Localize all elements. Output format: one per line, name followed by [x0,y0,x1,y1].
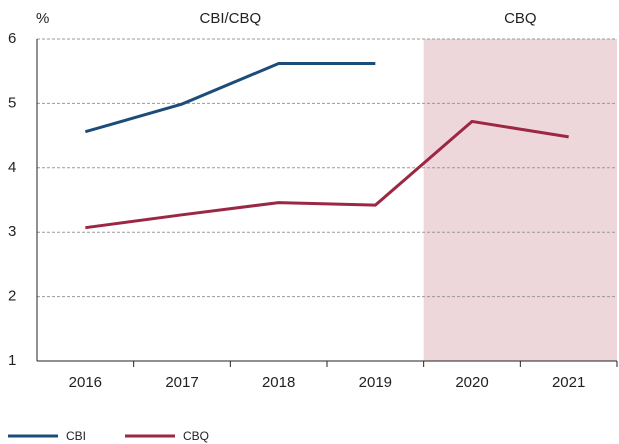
x-tick-label: 2020 [455,374,488,391]
y-tick-label: 1 [8,352,16,369]
y-axis-label: % [36,10,49,27]
series-line [84,61,376,134]
series-line [85,119,569,230]
region-label: CBQ [504,10,537,27]
y-tick-label: 4 [8,159,16,176]
shaded-region [423,39,617,361]
legend-label: CBI [66,429,86,443]
x-tick-label: 2016 [69,374,102,391]
y-tick-label: 3 [8,223,16,240]
x-tick-label: 2018 [262,374,295,391]
y-tick-label: 2 [8,288,16,305]
region-label: CBI/CBQ [199,10,261,27]
x-tick-label: 2021 [552,374,585,391]
legend-label: CBQ [183,429,209,443]
x-tick-label: 2017 [165,374,198,391]
y-tick-label: 6 [8,30,16,47]
x-tick-label: 2019 [359,374,392,391]
y-tick-label: 5 [8,94,16,111]
